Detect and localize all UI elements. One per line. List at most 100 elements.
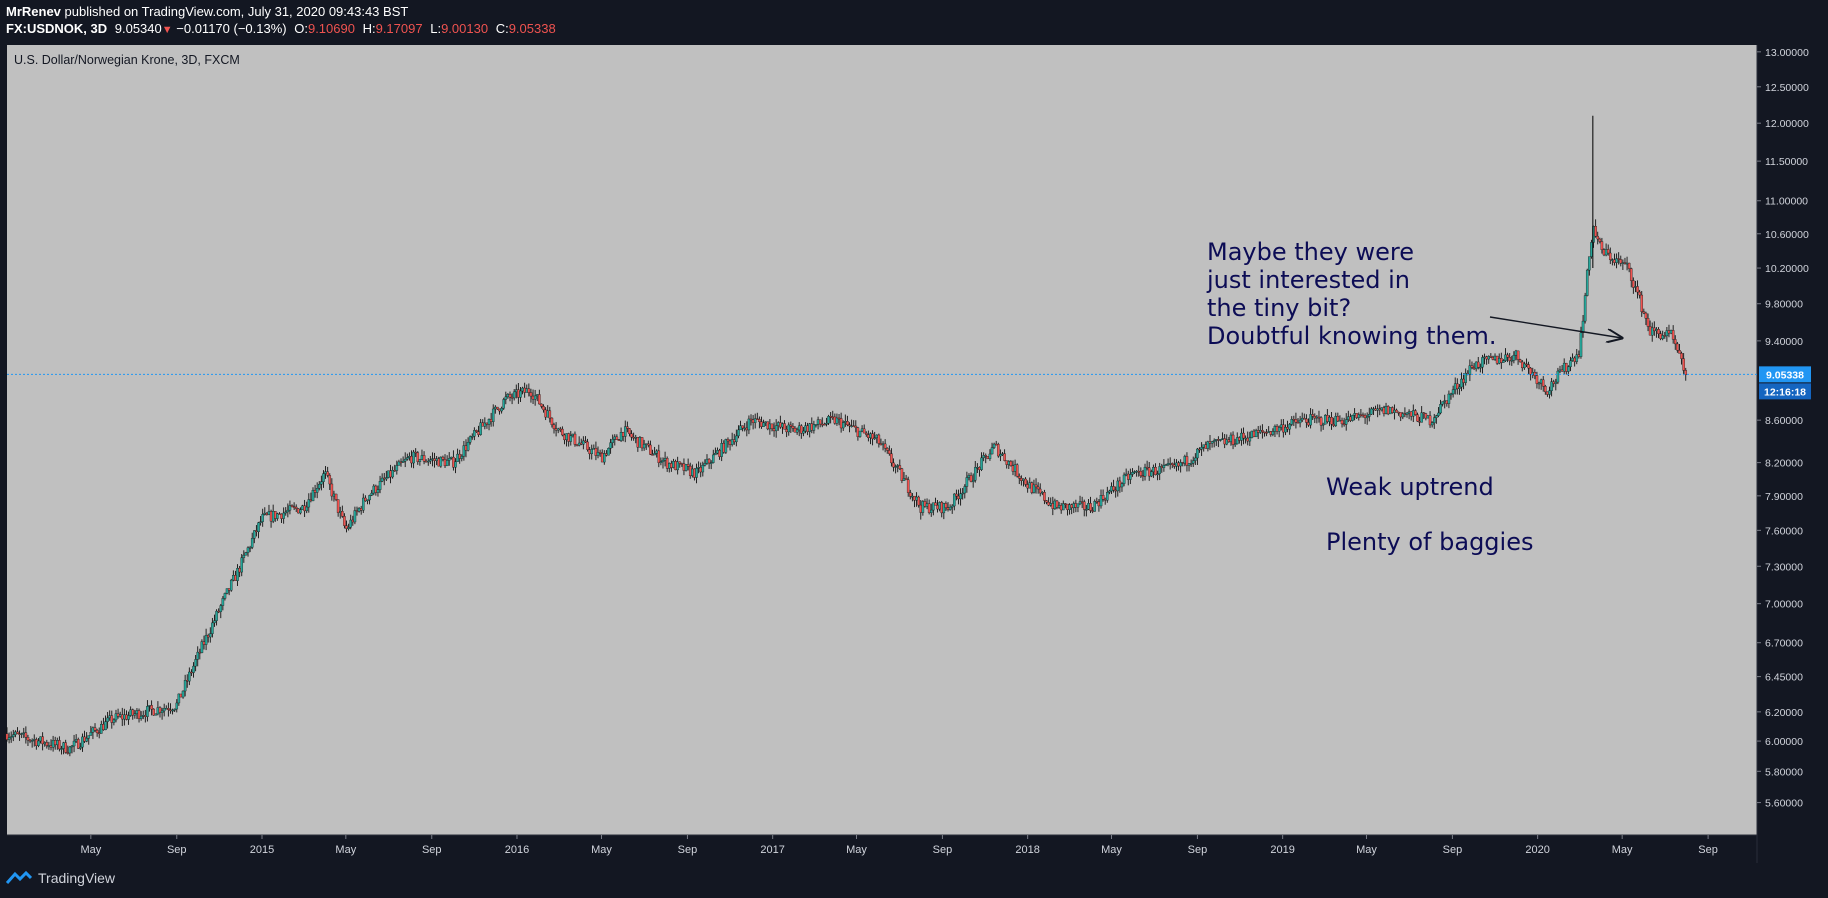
candle-up: [412, 451, 415, 464]
candle-down: [936, 505, 939, 510]
candle-up: [999, 454, 1002, 457]
candle-up: [1158, 466, 1161, 474]
candle-up: [1449, 393, 1453, 396]
candle-down: [632, 436, 635, 439]
candle-down: [93, 727, 97, 731]
candle-down: [1678, 350, 1681, 354]
candle-down: [686, 464, 690, 467]
candle-up: [1078, 501, 1082, 505]
x-tick-label: May: [1101, 844, 1122, 856]
candle-up: [743, 427, 746, 430]
candle-up: [426, 460, 430, 463]
candle-up: [1453, 383, 1457, 390]
candle-up: [869, 433, 872, 439]
candle-up: [380, 477, 384, 482]
candle-up: [1206, 441, 1210, 449]
symbol: FX:USDNOK, 3D: [6, 21, 108, 36]
price-axis[interactable]: [1757, 45, 1828, 863]
candle-down: [852, 425, 855, 427]
candle-up: [571, 433, 575, 436]
candle-up: [619, 432, 623, 441]
candle-up: [613, 436, 617, 440]
tradingview-logo-icon[interactable]: [6, 870, 32, 886]
candle-down: [680, 463, 684, 465]
candle-up: [154, 713, 158, 716]
candle-up: [401, 460, 405, 463]
candle-down: [1560, 369, 1564, 372]
candle-down: [179, 693, 183, 698]
candle-up: [1110, 486, 1113, 492]
candle-down: [1671, 330, 1675, 340]
candle-down: [848, 424, 851, 427]
candle-down: [693, 468, 696, 478]
candle-down: [1137, 470, 1141, 473]
candle-up: [1116, 480, 1120, 492]
candle-up: [827, 416, 830, 424]
candle-up: [533, 395, 537, 400]
candle-up: [1122, 474, 1126, 484]
candle-down: [1395, 409, 1398, 413]
candle-down: [24, 732, 28, 738]
candle-down: [1026, 484, 1029, 489]
candle-down: [1185, 456, 1189, 466]
author-name[interactable]: MrRenev: [6, 4, 61, 19]
candle-down: [665, 458, 669, 469]
candle-up: [1357, 414, 1361, 418]
y-tick-label: 8.20000: [1765, 458, 1803, 470]
x-tick-label: May: [335, 844, 356, 856]
candle-up: [114, 713, 118, 721]
candle-up: [1076, 503, 1080, 508]
candle-up: [1152, 467, 1155, 473]
candle-down: [66, 752, 70, 754]
candle-down: [1282, 424, 1285, 433]
candle-down: [1644, 312, 1648, 319]
candle-up: [85, 738, 88, 742]
candle-down: [563, 434, 566, 441]
tradingview-brand[interactable]: TradingView: [38, 870, 116, 886]
candle-down: [1424, 413, 1428, 419]
time-axis[interactable]: [7, 835, 1757, 863]
candle-up: [596, 452, 600, 456]
candle-down: [890, 453, 893, 464]
candle-up: [873, 437, 876, 440]
candle-down: [125, 714, 128, 720]
candle-up: [462, 445, 466, 457]
candle-up: [774, 425, 778, 432]
candle-up: [655, 450, 658, 454]
candle-down: [355, 510, 359, 512]
candle-down: [670, 463, 673, 468]
candle-down: [1252, 430, 1256, 438]
candle-down: [1141, 475, 1145, 477]
candle-up: [634, 437, 638, 439]
candle-down: [879, 443, 883, 446]
high-label: H:: [362, 21, 376, 36]
candle-up: [357, 508, 361, 512]
candle-up: [39, 736, 42, 742]
candle-up: [709, 462, 713, 464]
candle-down: [343, 516, 346, 526]
candle-down: [1470, 365, 1474, 368]
candle-up: [1334, 416, 1338, 426]
candle-down: [64, 742, 67, 753]
candle-up: [315, 488, 319, 493]
candle-up: [521, 387, 524, 392]
y-tick-label: 9.40000: [1765, 336, 1803, 348]
candle-up: [1309, 414, 1312, 426]
candle-up: [318, 484, 321, 489]
candle-down: [1525, 363, 1528, 366]
candle-down: [1208, 441, 1212, 444]
candle-up: [250, 538, 254, 548]
candle-up: [194, 659, 197, 667]
candle-up: [644, 443, 648, 445]
candle-down: [28, 739, 32, 742]
plot-area[interactable]: [7, 45, 1757, 835]
close-label: C:: [495, 21, 509, 36]
candle-up: [211, 622, 214, 634]
candle-up: [431, 458, 434, 460]
candle-up: [703, 463, 707, 466]
candle-up: [841, 422, 845, 429]
candle-down: [586, 441, 589, 450]
candle-down: [615, 436, 619, 440]
candle-down: [1118, 480, 1122, 488]
